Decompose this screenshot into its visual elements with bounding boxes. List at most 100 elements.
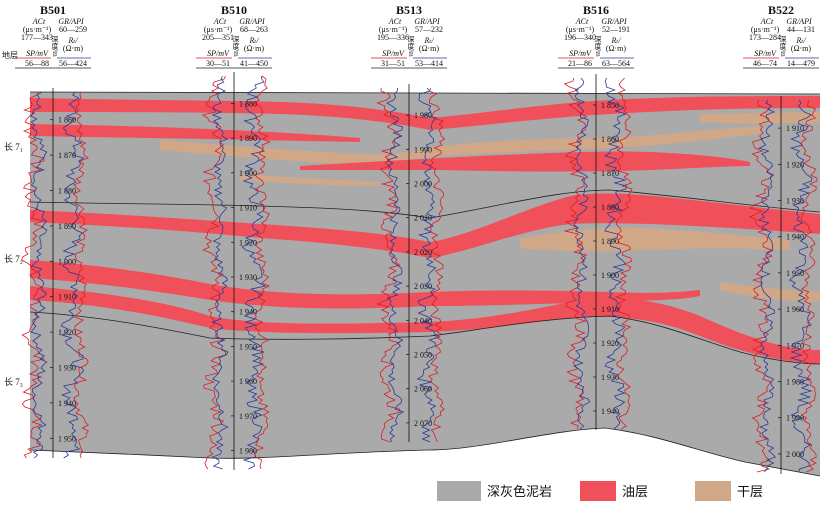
dry-layer [520,227,790,252]
gr-label: GR/API [786,17,812,26]
gr-range: 44—131 [787,25,815,34]
well-name: B516 [583,3,609,17]
rt-label: Rₜ/ [423,36,434,45]
oil-layer [30,260,700,309]
rt-range: 53—414 [415,59,443,68]
sp-label: SP/mV [754,49,777,58]
strata-labels: 长 7₁ 长 7₂ 长 7₃ [4,141,23,387]
boundary-top [29,91,821,95]
dry-layer [160,126,760,164]
depth-tick-label: 1 900 [58,257,76,266]
gr-range: 60—259 [59,25,87,34]
ac-range: 205—351 [202,33,234,42]
ac-unit: (μs·m⁻¹) [566,25,595,34]
oil-layer [300,151,750,172]
gr-curve [603,77,628,430]
depth-tick-label: 1 880 [58,187,76,196]
well-name: B501 [40,3,66,17]
ac-label: ACt [388,17,402,26]
legend-label: 干层 [737,484,763,499]
ac-curve [386,87,405,443]
dry-layer [720,282,820,302]
depth-tick-label: 1 890 [239,134,257,143]
depth-tick-label: 2 000 [414,180,432,189]
depth-tick-label: 1 900 [601,271,619,280]
rt-range: 14—479 [787,59,815,68]
sp-curve [21,91,46,459]
depth-tick-label: 1 940 [58,399,76,408]
ac-range: 177—343 [21,33,53,42]
legend-swatch [695,481,731,501]
depth-tick-label: 1 980 [414,111,432,120]
sp-range: 21—86 [568,59,592,68]
depth-tick-label: 1 940 [601,407,619,416]
strata-label-3: 长 7₃ [4,376,23,387]
oil-layer [30,193,820,258]
depth-tick-label: 1 930 [786,197,804,206]
dry-layers [160,112,820,302]
depth-tick-label: 2 040 [414,316,432,325]
rt-unit: (Ω·m) [419,44,439,53]
ac-curve [210,75,229,470]
depth-tick-label: 1 950 [786,269,804,278]
depth-tick-label: 1 990 [786,414,804,423]
ac-range: 195—336 [377,33,409,42]
gr-curve [241,75,267,470]
gr-range: 57—232 [415,25,443,34]
sp-curve [563,77,588,430]
ac-range: 196—340 [564,33,596,42]
sp-label: SP/mV [207,49,230,58]
well-name: B522 [768,3,794,17]
boundary-bottom [29,427,821,477]
ac-label: ACt [575,17,589,26]
depth-tick-label: 1 860 [58,116,76,125]
depth-tick-label: 1 990 [414,145,432,154]
depth-tick-label: 1 970 [786,341,804,350]
ac-label: ACt [760,17,774,26]
rt-range: 56—424 [59,59,87,68]
sp-label: SP/mV [382,49,405,58]
depth-tick-label: 1 850 [601,101,619,110]
depth-tick-label: 2 030 [414,282,432,291]
depth-label: 深度/m [51,34,59,57]
gr-curve [416,87,441,443]
depth-tick-label: 1 880 [239,99,257,108]
sp-curve [201,75,227,470]
sp-range: 30—51 [206,59,230,68]
rt-curve [800,99,818,473]
depth-tick-label: 2 020 [414,248,432,257]
rt-curve [72,91,89,459]
gr-label: GR/API [58,17,84,26]
legend-item: 油层 [580,481,648,501]
depth-tick-label: 1 930 [601,373,619,382]
strata-label-2: 长 7₂ [4,253,23,264]
depth-tick-label: 1 970 [239,412,257,421]
rt-unit: (Ω·m) [606,44,626,53]
depth-tick-label: 1 880 [601,203,619,212]
depth-tick-label: 1 980 [239,447,257,456]
legend: 深灰色泥岩 油层 干层 [437,481,763,501]
sp-curve [748,99,773,473]
depth-label: 深度/m [594,34,602,57]
ac-unit: (μs·m⁻¹) [204,25,233,34]
rt-label: Rₜ/ [795,36,806,45]
rt-range: 63—564 [602,59,630,68]
oil-layer [30,96,820,130]
depth-tick-label: 1 930 [239,273,257,282]
sp-label: SP/mV [569,49,592,58]
depth-tick-label: 1 860 [601,135,619,144]
depth-tick-label: 1 910 [786,124,804,133]
gr-range: 52—191 [602,25,630,34]
rt-label: Rₜ/ [67,36,78,45]
oil-layers [30,96,820,364]
legend-label: 深灰色泥岩 [487,484,552,499]
legend-swatch [580,481,616,501]
depth-tick-label: 2 010 [414,214,432,223]
